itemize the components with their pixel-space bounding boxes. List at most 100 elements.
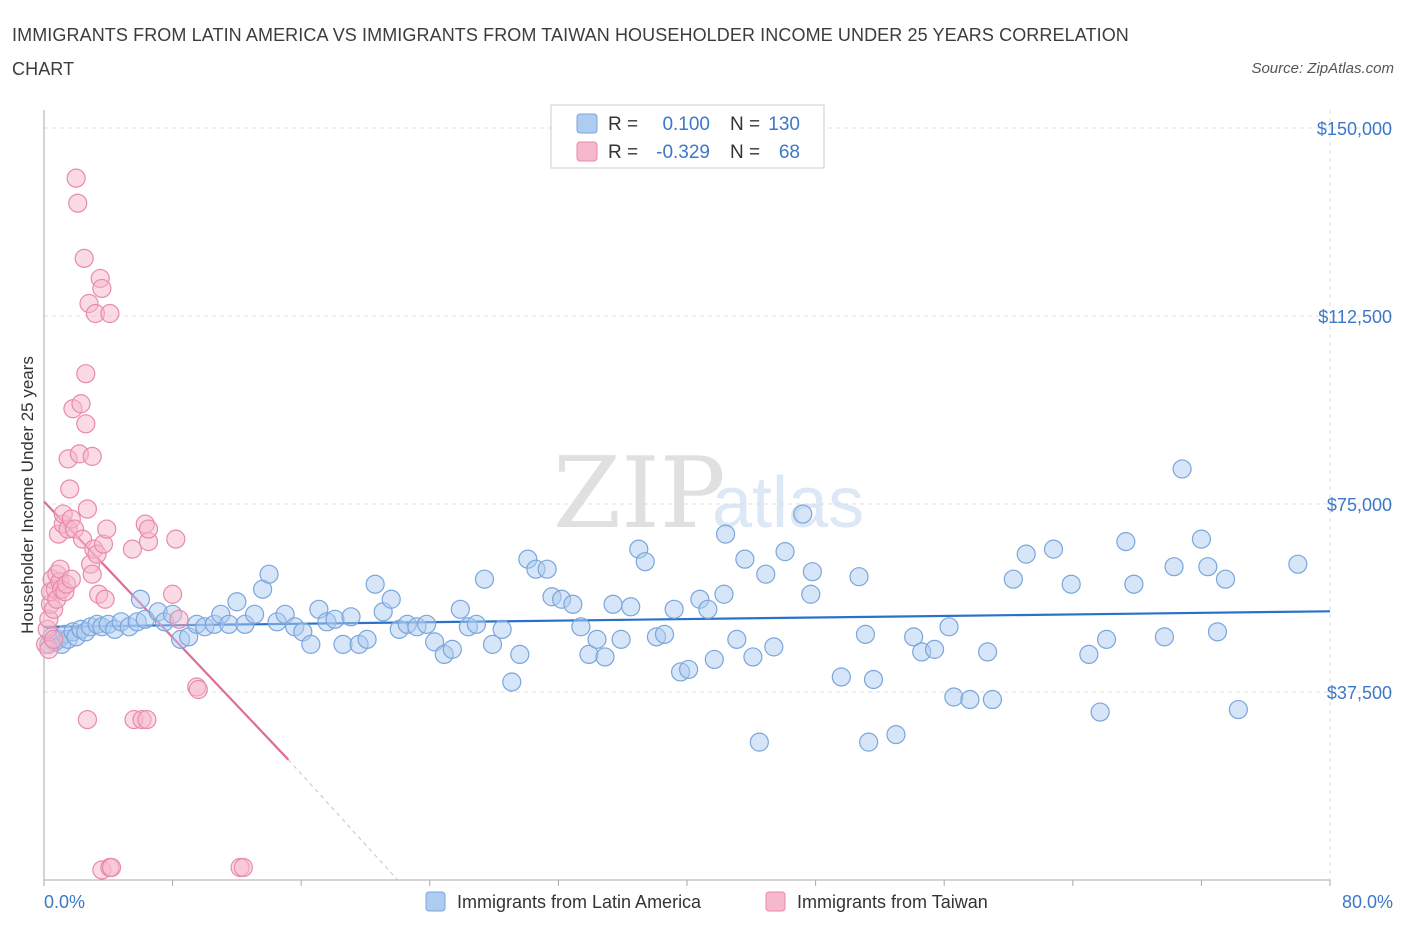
- point-latin-america-62: [482, 634, 503, 654]
- point-taiwan-46: [92, 278, 112, 299]
- point-latin-america-99: [801, 584, 821, 604]
- point-latin-america-104: [859, 732, 879, 752]
- chart-source: Source: ZipAtlas.com: [1251, 60, 1394, 77]
- point-taiwan-34: [76, 364, 96, 384]
- point-latin-america-110: [939, 617, 959, 637]
- point-latin-america-103: [855, 624, 876, 644]
- point-latin-america-58: [450, 599, 470, 619]
- point-taiwan-65: [188, 679, 208, 700]
- point-latin-america-33: [244, 604, 265, 624]
- point-latin-america-71: [563, 594, 583, 614]
- point-taiwan-48: [95, 589, 115, 609]
- point-latin-america-65: [510, 644, 530, 665]
- point-latin-america-128: [1198, 557, 1218, 577]
- point-latin-america-115: [1003, 569, 1023, 589]
- point-latin-america-92: [735, 549, 755, 569]
- y-tick-label-1: $75,000: [1327, 495, 1392, 515]
- legend-r-label-1: R =: [608, 114, 638, 135]
- point-latin-america-47: [357, 629, 377, 649]
- legend-r-value-2: -0.329: [656, 142, 710, 163]
- point-latin-america-20: [130, 589, 151, 609]
- point-taiwan-60: [137, 709, 157, 730]
- point-latin-america-93: [743, 647, 763, 667]
- y-tick-label-0: $37,500: [1327, 683, 1392, 703]
- axes: [43, 110, 1331, 886]
- data-points: [36, 168, 1308, 880]
- point-latin-america-124: [1154, 627, 1175, 647]
- y-tick-label-3: $150,000: [1317, 119, 1392, 139]
- y-axis-label: Householder Income Under 25 years: [18, 356, 37, 634]
- point-taiwan-32: [74, 248, 94, 268]
- series-legend-swatch-blue: [425, 891, 446, 912]
- stats-legend: R = 0.100 N = 130 R = -0.329 N = 68: [550, 104, 825, 169]
- point-taiwan-63: [169, 609, 189, 629]
- trend-line-latin-america: [43, 610, 1331, 628]
- point-latin-america-77: [611, 629, 631, 649]
- legend-n-label-1: N =: [730, 114, 760, 135]
- point-latin-america-40: [301, 634, 321, 654]
- point-latin-america-80: [635, 552, 655, 572]
- point-latin-america-96: [764, 637, 784, 657]
- point-taiwan-28: [68, 193, 88, 213]
- point-latin-america-63: [492, 619, 512, 639]
- point-latin-america-122: [1116, 532, 1136, 552]
- point-latin-america-129: [1207, 622, 1228, 642]
- point-taiwan-22: [60, 479, 80, 499]
- point-taiwan-30: [71, 394, 91, 414]
- point-latin-america-87: [698, 599, 718, 619]
- point-latin-america-101: [831, 667, 851, 687]
- point-taiwan-53: [101, 857, 122, 878]
- point-latin-america-131: [1228, 699, 1248, 720]
- point-latin-america-118: [1061, 574, 1081, 594]
- point-taiwan-49: [97, 519, 117, 539]
- watermark-atlas: atlas: [712, 463, 864, 543]
- point-latin-america-85: [679, 659, 699, 680]
- tick-labels: $37,500 $75,000 $112,500 $150,000 0.0% 80.0%: [44, 119, 1393, 912]
- point-latin-america-43: [325, 609, 345, 629]
- point-latin-america-107: [904, 627, 924, 647]
- legend-r-value-1: 0.100: [662, 114, 710, 135]
- point-latin-america-91: [727, 629, 747, 649]
- point-latin-america-94: [749, 732, 769, 752]
- point-latin-america-97: [775, 542, 795, 562]
- point-latin-america-48: [365, 574, 385, 594]
- point-latin-america-89: [714, 584, 734, 604]
- point-latin-america-76: [603, 594, 623, 614]
- point-latin-america-125: [1164, 557, 1184, 577]
- legend-r-label-2: R =: [608, 142, 638, 163]
- point-latin-america-88: [704, 649, 724, 670]
- point-latin-america-82: [654, 624, 675, 644]
- point-latin-america-106: [886, 725, 906, 745]
- point-latin-america-45: [341, 607, 361, 627]
- point-latin-america-123: [1124, 574, 1144, 594]
- point-latin-america-35: [259, 564, 279, 584]
- point-latin-america-90: [715, 524, 736, 544]
- point-taiwan-27: [66, 168, 86, 188]
- point-latin-america-44: [333, 634, 353, 654]
- point-latin-america-126: [1172, 459, 1192, 479]
- point-latin-america-60: [466, 614, 487, 634]
- legend-swatch-pink: [576, 141, 598, 162]
- point-taiwan-51: [100, 303, 120, 324]
- point-latin-america-111: [944, 687, 964, 707]
- point-taiwan-59: [138, 519, 159, 539]
- watermark-zip: ZIP: [553, 437, 726, 551]
- point-taiwan-40: [82, 446, 102, 466]
- chart-title: IMMIGRANTS FROM LATIN AMERICA VS IMMIGRA…: [12, 25, 1129, 79]
- point-taiwan-39: [82, 564, 102, 584]
- point-latin-america-109: [924, 639, 945, 659]
- point-latin-america-98: [793, 504, 813, 524]
- point-latin-america-64: [502, 672, 522, 692]
- point-latin-america-30: [219, 614, 239, 634]
- point-taiwan-7: [44, 629, 64, 649]
- trend-lines: [43, 500, 1331, 881]
- point-latin-america-54: [416, 614, 437, 634]
- point-latin-america-127: [1191, 529, 1212, 549]
- point-latin-america-50: [381, 589, 401, 609]
- x-tick-label-min: 0.0%: [44, 892, 85, 912]
- series-legend-latin-america: Immigrants from Latin America: [457, 892, 702, 912]
- point-latin-america-74: [587, 629, 607, 649]
- point-latin-america-119: [1079, 644, 1099, 665]
- x-tick-label-max: 80.0%: [1342, 892, 1393, 912]
